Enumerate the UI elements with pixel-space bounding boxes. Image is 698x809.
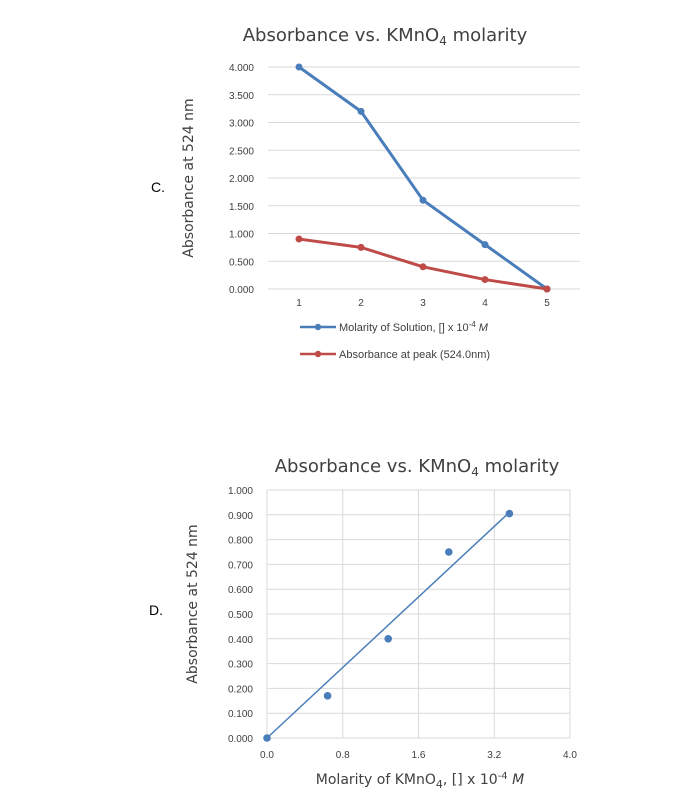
- chart-c-data-point: [481, 241, 489, 249]
- chart-d-y-tick-label: 0.600: [228, 585, 253, 596]
- chart-c-y-tick-label: 3.500: [229, 91, 254, 102]
- chart-d-x-ticks: 0.0 0.8 1.6 3.2 4.0: [260, 750, 577, 761]
- chart-c-data-point: [419, 263, 427, 271]
- chart-d-y-tick-label: 0.800: [228, 536, 253, 547]
- chart-d-y-tick-label: 1.000: [228, 486, 253, 497]
- chart-d-y-tick-label: 0.400: [228, 635, 253, 646]
- legend-item-absorbance: Absorbance at peak (524.0nm): [300, 349, 490, 361]
- chart-d-trendline: [266, 511, 510, 739]
- chart-d-points: [263, 509, 514, 742]
- chart-d-y-tick-label: 0.900: [228, 511, 253, 522]
- chart-d-x-tick-label: 1.6: [412, 750, 426, 761]
- chart-c-x-tick-label: 1: [296, 298, 302, 309]
- panel-letter-c: C.: [151, 179, 165, 195]
- chart-d-data-point: [505, 509, 514, 518]
- legend-label-absorbance: Absorbance at peak (524.0nm): [339, 349, 490, 361]
- chart-d-data-point: [323, 692, 332, 700]
- chart-c-x-tick-label: 4: [482, 298, 488, 309]
- chart-c-x-ticks: 1 2 3 4 5: [296, 298, 550, 309]
- chart-d: D. Absorbance vs. KMnO4 molarity Absorba…: [149, 456, 577, 791]
- chart-d-y-tick-label: 0.500: [228, 610, 253, 621]
- chart-c-title: Absorbance vs. KMnO4 molarity: [243, 25, 528, 48]
- chart-d-y-tick-label: 0.100: [228, 709, 253, 720]
- chart-c-y-tick-label: 0.500: [229, 257, 254, 268]
- chart-c-legend: Molarity of Solution, [] x 10-4 M Absorb…: [300, 320, 490, 361]
- chart-c-series: [295, 63, 551, 293]
- chart-c-x-tick-label: 5: [544, 298, 550, 309]
- chart-c-data-point: [357, 107, 365, 115]
- chart-c-y-axis-title: Absorbance at 524 nm: [181, 98, 197, 257]
- chart-c-y-tick-label: 1.500: [229, 202, 254, 213]
- chart-c-y-tick-label: 1.000: [229, 230, 254, 241]
- chart-c-data-point: [295, 235, 303, 243]
- chart-c-y-ticks: 0.000 0.500 1.000 1.500 2.000 2.500 3.000 3.500…: [229, 63, 254, 296]
- chart-d-title: Absorbance vs. KMnO4 molarity: [275, 456, 560, 479]
- chart-c-y-tick-label: 3.000: [229, 119, 254, 130]
- chart-d-x-tick-label: 0.8: [336, 750, 350, 761]
- chart-d-x-axis-title: Molarity of KMnO4, [] x 10-4 M: [316, 771, 524, 791]
- chart-d-data-point: [384, 635, 393, 643]
- chart-d-y-ticks: 0.000 0.100 0.200 0.300 0.400 0.500 0.600 0.700…: [228, 486, 253, 745]
- chart-d-y-tick-label: 0.000: [228, 734, 253, 745]
- chart-c-data-point: [543, 285, 551, 293]
- chart-c-x-tick-label: 2: [358, 298, 364, 309]
- chart-c-data-point: [419, 196, 427, 204]
- chart-d-data-point: [445, 548, 453, 556]
- chart-d-x-tick-label: 0.0: [260, 750, 274, 761]
- chart-d-y-axis-title: Absorbance at 524 nm: [185, 524, 201, 683]
- chart-c-data-point: [481, 276, 489, 284]
- chart-d-y-tick-label: 0.700: [228, 560, 253, 571]
- chart-d-y-tick-label: 0.300: [228, 660, 253, 671]
- chart-d-x-tick-label: 3.2: [487, 750, 501, 761]
- chart-d-data-point: [263, 734, 271, 742]
- panel-letter-d: D.: [149, 602, 163, 618]
- chart-c-y-tick-label: 0.000: [229, 285, 254, 296]
- chart-c-y-tick-label: 2.500: [229, 146, 254, 157]
- legend-marker-molarity: [314, 323, 322, 331]
- legend-item-molarity: Molarity of Solution, [] x 10-4 M: [300, 320, 489, 334]
- legend-marker-absorbance: [314, 350, 322, 358]
- chart-c-y-tick-label: 4.000: [229, 63, 254, 74]
- chart-d-y-tick-label: 0.200: [228, 684, 253, 695]
- chart-c-data-point: [295, 63, 303, 71]
- chart-c-x-tick-label: 3: [420, 298, 426, 309]
- chart-c-data-point: [357, 243, 365, 251]
- chart-c-y-tick-label: 2.000: [229, 174, 254, 185]
- legend-label-molarity: Molarity of Solution, [] x 10-4 M: [339, 320, 489, 334]
- chart-c-gridlines: [268, 66, 580, 290]
- chart-d-x-tick-label: 4.0: [563, 750, 577, 761]
- chart-c: C. Absorbance vs. KMnO4 molarity Absorba…: [151, 25, 580, 361]
- chart-d-gridlines: [266, 489, 571, 739]
- chart-d-trendline-group: [266, 511, 510, 739]
